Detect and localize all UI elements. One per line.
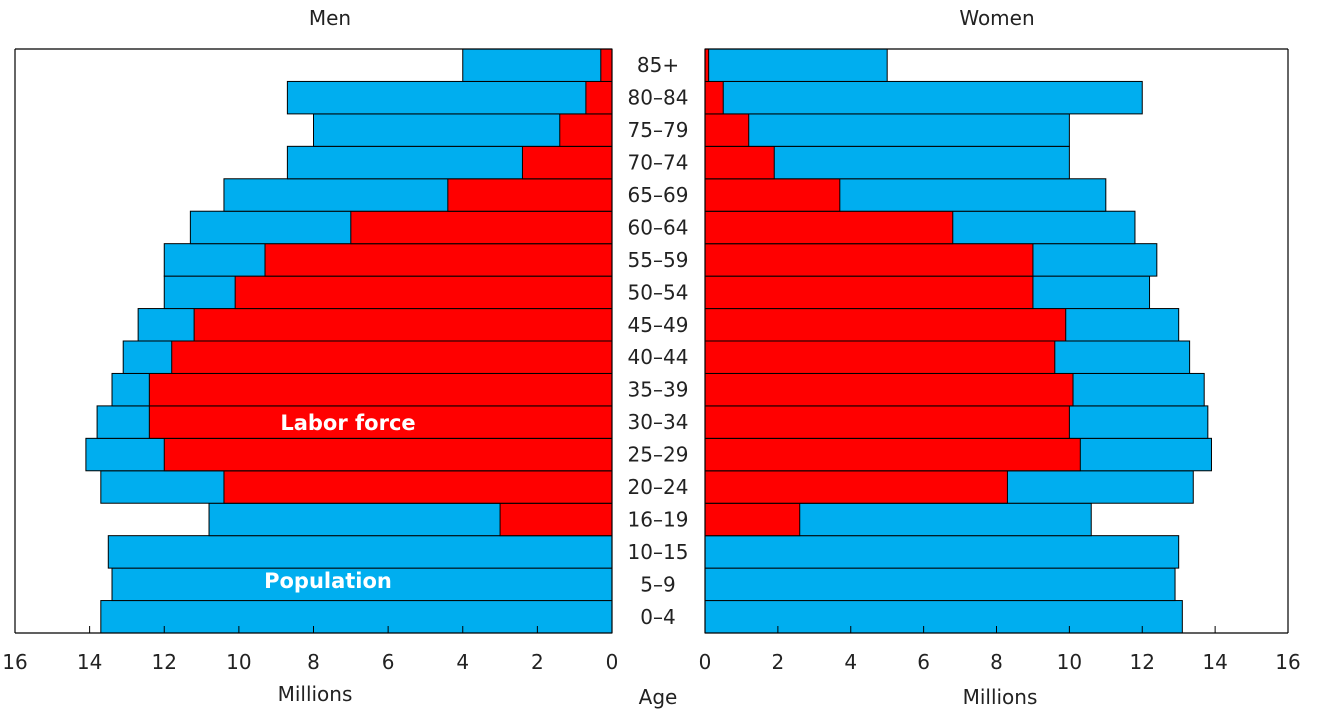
tick-labels: 0 0 2 2 4 4 6 6 8 8 10 10 12 12 14 14 16 16 xyxy=(2,650,1300,674)
center-axis-label-age: Age xyxy=(639,685,678,709)
age-label-25-29: 25–29 xyxy=(628,443,689,467)
bar-men-labor-force-85 xyxy=(600,48,613,82)
bar-men-labor-force-60-64 xyxy=(350,210,613,245)
age-label-65-69: 65–69 xyxy=(628,183,689,207)
tick-label-men-14: 14 xyxy=(77,650,102,674)
tick-label-men-12: 12 xyxy=(152,650,177,674)
bar-women-labor-force-40-44 xyxy=(704,340,1056,374)
bar-women-labor-force-65-69 xyxy=(704,178,841,212)
bar-women-labor-force-50-54 xyxy=(704,275,1034,310)
age-label-16-19: 16–19 xyxy=(628,507,689,531)
tick-label-women-12: 12 xyxy=(1130,650,1155,674)
tick-label-men-2: 2 xyxy=(531,650,544,674)
annotation-labor-force: Labor force xyxy=(280,411,415,435)
age-label-55-59: 55–59 xyxy=(628,248,689,272)
age-label-85: 85+ xyxy=(637,53,679,77)
axes xyxy=(14,48,1289,634)
age-label-80-84: 80–84 xyxy=(628,86,689,110)
bar-men-labor-force-50-54 xyxy=(234,275,613,310)
women-bars xyxy=(704,48,1212,634)
tick-label-men-8: 8 xyxy=(307,650,320,674)
bar-men-population-10-15 xyxy=(107,535,613,569)
bar-men-population-80-84 xyxy=(286,80,613,115)
bar-men-labor-force-70-74 xyxy=(521,145,613,180)
x-axis-label-men: Millions xyxy=(278,682,353,706)
bar-men-population-5-9 xyxy=(111,567,613,602)
age-label-0-4: 0–4 xyxy=(640,605,675,629)
age-label-50-54: 50–54 xyxy=(628,280,689,304)
bar-women-labor-force-75-79 xyxy=(704,113,750,147)
bar-women-population-0-4 xyxy=(704,600,1183,634)
bar-men-labor-force-35-39 xyxy=(148,372,613,407)
bar-women-labor-force-16-19 xyxy=(704,502,801,537)
bar-men-labor-force-30-34 xyxy=(148,405,613,439)
age-label-70-74: 70–74 xyxy=(628,151,689,175)
tick-label-men-4: 4 xyxy=(456,650,469,674)
bar-women-labor-force-70-74 xyxy=(704,145,775,180)
tick-label-women-16: 16 xyxy=(1275,650,1300,674)
bar-men-labor-force-55-59 xyxy=(264,243,613,277)
x-axis-label-women: Millions xyxy=(963,685,1038,709)
age-label-20-24: 20–24 xyxy=(628,475,689,499)
bar-men-population-85 xyxy=(462,48,613,82)
bar-women-labor-force-60-64 xyxy=(704,210,954,245)
bar-women-labor-force-30-34 xyxy=(704,405,1070,439)
bar-women-population-80-84 xyxy=(704,80,1143,115)
bar-men-population-0-4 xyxy=(100,600,613,634)
age-label-75-79: 75–79 xyxy=(628,118,689,142)
tick-label-women-4: 4 xyxy=(844,650,857,674)
age-label-35-39: 35–39 xyxy=(628,378,689,402)
age-label-60-64: 60–64 xyxy=(628,215,689,239)
age-label-40-44: 40–44 xyxy=(628,345,689,369)
tick-label-women-8: 8 xyxy=(990,650,1003,674)
bar-men-labor-force-40-44 xyxy=(171,340,613,374)
tick-label-men-16: 16 xyxy=(2,650,27,674)
age-label-5-9: 5–9 xyxy=(640,572,675,596)
bar-men-labor-force-75-79 xyxy=(559,113,613,147)
heading-men: Men xyxy=(309,6,351,30)
bar-women-labor-force-25-29 xyxy=(704,437,1081,472)
bar-women-population-10-15 xyxy=(704,535,1180,569)
tick-label-women-14: 14 xyxy=(1202,650,1227,674)
tick-label-men-10: 10 xyxy=(226,650,251,674)
bar-men-labor-force-80-84 xyxy=(585,80,613,115)
annotation-population: Population xyxy=(264,569,392,593)
bar-women-labor-force-35-39 xyxy=(704,372,1074,407)
tick-label-men-6: 6 xyxy=(382,650,395,674)
bar-men-labor-force-20-24 xyxy=(223,470,613,504)
bar-men-labor-force-65-69 xyxy=(447,178,613,212)
heading-women: Women xyxy=(959,6,1034,30)
tick-label-women-2: 2 xyxy=(772,650,785,674)
age-label-30-34: 30–34 xyxy=(628,410,689,434)
tick-label-women-0: 0 xyxy=(699,650,712,674)
tick-label-men-0: 0 xyxy=(606,650,619,674)
bar-women-labor-force-20-24 xyxy=(704,470,1008,504)
bar-women-population-85 xyxy=(704,48,888,82)
age-label-10-15: 10–15 xyxy=(628,540,689,564)
bar-women-labor-force-45-49 xyxy=(704,308,1067,342)
men-bars xyxy=(85,48,613,634)
bar-women-population-5-9 xyxy=(704,567,1176,602)
tick-label-women-10: 10 xyxy=(1057,650,1082,674)
bar-women-population-75-79 xyxy=(704,113,1070,147)
age-labels: 0–4 5–9 10–15 16–19 20–24 25–29 30–34 35–39 40–4… xyxy=(628,53,689,629)
tick-label-women-6: 6 xyxy=(917,650,930,674)
age-label-45-49: 45–49 xyxy=(628,313,689,337)
bar-women-labor-force-80-84 xyxy=(704,80,724,115)
bar-men-labor-force-25-29 xyxy=(163,437,613,472)
bar-men-labor-force-45-49 xyxy=(193,308,613,342)
bar-women-labor-force-55-59 xyxy=(704,243,1034,277)
bar-men-labor-force-16-19 xyxy=(499,502,613,537)
